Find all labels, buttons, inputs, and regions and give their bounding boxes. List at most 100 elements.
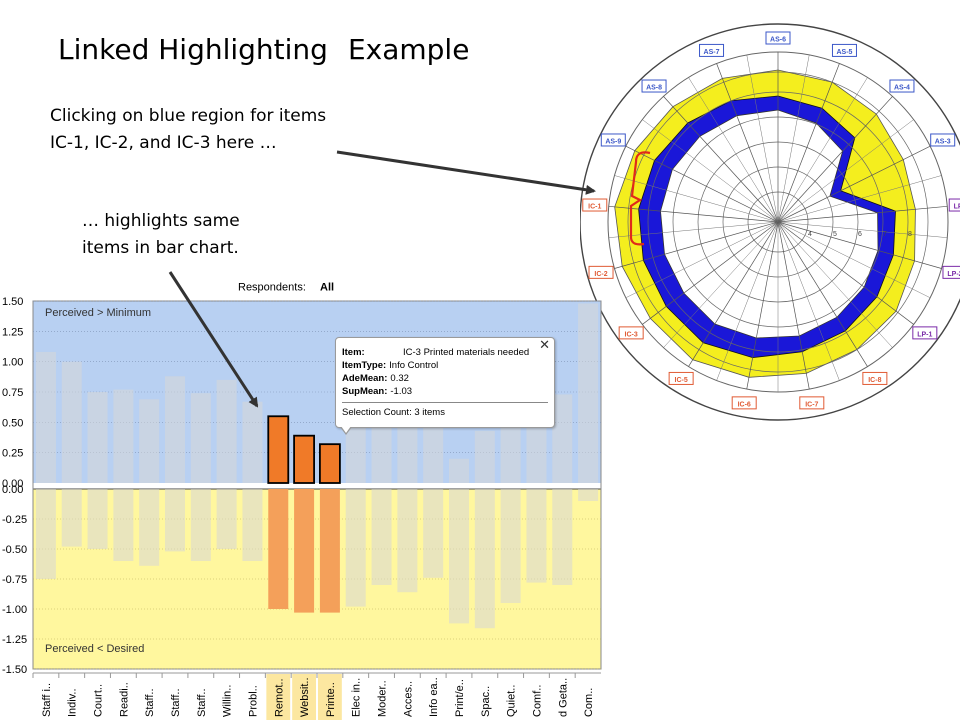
- bar-adequacy[interactable]: [449, 458, 469, 483]
- category-label[interactable]: Websit..: [299, 677, 311, 717]
- y-tick-label: -1.00: [2, 604, 27, 616]
- bar-superiority[interactable]: [87, 489, 108, 549]
- category-label[interactable]: Staff..: [196, 688, 208, 717]
- category-label[interactable]: Moder..: [377, 680, 389, 717]
- bar-adequacy[interactable]: [35, 351, 56, 483]
- bar-adequacy[interactable]: [345, 422, 366, 483]
- radar-axis-label[interactable]: IC-8: [862, 371, 888, 385]
- radar-axis-label[interactable]: AS-5: [831, 43, 857, 57]
- radar-axis-label[interactable]: AS-7: [699, 43, 725, 57]
- category-label[interactable]: Elec in..: [351, 678, 363, 717]
- bar-superiority[interactable]: [216, 489, 237, 549]
- category-label[interactable]: Acces..: [402, 681, 414, 717]
- category-label[interactable]: Print/e..: [454, 679, 466, 717]
- bar-superiority[interactable]: [449, 489, 469, 624]
- respondents-value[interactable]: All: [320, 282, 334, 294]
- bar-superiority[interactable]: [345, 489, 366, 607]
- radar-axis-label[interactable]: AS-3: [930, 133, 956, 147]
- bar-adequacy[interactable]: [216, 379, 237, 483]
- bar-adequacy[interactable]: [139, 399, 160, 483]
- category-label[interactable]: Printe..: [325, 682, 337, 717]
- bar-superiority[interactable]: [500, 489, 521, 603]
- bar-superiority[interactable]: [61, 489, 82, 547]
- bar-chart[interactable]: 1.50 1.25 1.00 0.75 0.50 0.25 0.000.00 -0.25 -0.…: [0, 276, 604, 720]
- bar-highlighted-adequacy[interactable]: [319, 443, 341, 484]
- category-label[interactable]: Staff..: [144, 688, 156, 717]
- category-label[interactable]: d Geta..: [557, 678, 569, 717]
- radar-axis-label[interactable]: AS-8: [641, 79, 667, 93]
- bar-adequacy[interactable]: [552, 394, 573, 483]
- bar-adequacy[interactable]: [578, 303, 599, 483]
- category-label[interactable]: Quiet..: [506, 685, 518, 717]
- radar-axis-label[interactable]: IC-6: [731, 396, 757, 410]
- bar-superiority[interactable]: [371, 489, 392, 585]
- radar-axis-label[interactable]: IC-5: [668, 371, 694, 385]
- bar-superiority[interactable]: [526, 489, 547, 583]
- bar-superiority[interactable]: [397, 489, 418, 593]
- category-label[interactable]: Probl..: [247, 685, 259, 717]
- bar-superiority[interactable]: [165, 489, 185, 552]
- radar-axis-label[interactable]: AS-6: [765, 31, 791, 45]
- close-icon[interactable]: ✕: [539, 337, 550, 352]
- radar-axis-label[interactable]: LP-3: [948, 198, 960, 212]
- bar-adequacy[interactable]: [87, 392, 108, 483]
- bar-superiority[interactable]: [242, 489, 263, 561]
- bar-superiority[interactable]: [474, 489, 495, 629]
- bar-highlighted-superiority[interactable]: [319, 489, 340, 613]
- category-label[interactable]: Com..: [583, 688, 595, 717]
- category-label[interactable]: Info ea..: [428, 677, 440, 717]
- radar-axis-label[interactable]: AS-9: [600, 133, 626, 147]
- category-label[interactable]: Willin..: [222, 685, 234, 717]
- bar-adequacy[interactable]: [474, 430, 495, 483]
- bar-highlighted-adequacy[interactable]: [293, 434, 315, 484]
- radar-axis-label[interactable]: IC-2: [588, 265, 614, 279]
- bar-highlighted-adequacy[interactable]: [267, 415, 290, 484]
- bar-adequacy[interactable]: [423, 422, 444, 483]
- category-label[interactable]: Remot..: [273, 678, 285, 717]
- category-label[interactable]: Spac..: [480, 686, 492, 717]
- radar-axis-label[interactable]: IC-3: [618, 326, 644, 340]
- arrow-to-radar: [336, 150, 596, 195]
- bar-adequacy[interactable]: [61, 361, 82, 483]
- radar-axis-label[interactable]: AS-4: [889, 79, 915, 93]
- radar-ring-label: 5: [833, 231, 837, 238]
- y-tick-label: -0.25: [2, 514, 27, 526]
- bar-superiority[interactable]: [578, 489, 599, 501]
- radar-grid: 4 5 6 7 8: [608, 52, 948, 392]
- radar-chart[interactable]: 4 5 6 7 8 AS-6 AS-5 AS-4 AS-3 LP-3 LP-2 LP-1 IC-8 IC…: [580, 0, 960, 440]
- radar-axis-label[interactable]: LP-1: [912, 326, 938, 340]
- bar-adequacy[interactable]: [500, 422, 521, 483]
- category-label[interactable]: Staff..: [170, 688, 182, 717]
- category-label[interactable]: Readi..: [118, 682, 130, 717]
- top-region-label: Perceived > Minimum: [45, 307, 151, 319]
- bar-chart-bars: [35, 303, 599, 629]
- svg-text:IC-3: IC-3: [625, 331, 638, 338]
- radar-axis-label[interactable]: LP-2: [942, 265, 960, 279]
- category-label[interactable]: Indiv..: [67, 688, 79, 717]
- callout-1-line2: IC-1, IC-2, and IC-3 here …: [50, 133, 277, 153]
- bar-superiority[interactable]: [423, 489, 444, 578]
- bar-superiority[interactable]: [113, 489, 134, 561]
- bar-adequacy[interactable]: [397, 422, 418, 483]
- bar-highlighted-superiority[interactable]: [268, 489, 289, 609]
- radar-axis-label[interactable]: IC-1: [582, 198, 608, 212]
- bar-superiority[interactable]: [552, 489, 573, 585]
- bar-adequacy[interactable]: [242, 401, 263, 483]
- bar-superiority[interactable]: [35, 489, 56, 579]
- slide-title-part2: Example: [347, 33, 470, 66]
- bar-superiority[interactable]: [139, 489, 160, 566]
- y-tick-label: -0.75: [2, 574, 27, 586]
- radar-axis-label[interactable]: IC-7: [799, 396, 825, 410]
- category-label[interactable]: Comf..: [531, 685, 543, 717]
- category-label[interactable]: Court..: [93, 684, 105, 717]
- bar-adequacy[interactable]: [371, 422, 392, 483]
- bar-adequacy[interactable]: [190, 393, 211, 483]
- bar-adequacy[interactable]: [165, 376, 185, 483]
- svg-text:IC-5: IC-5: [675, 377, 688, 384]
- bar-adequacy[interactable]: [113, 389, 134, 483]
- bar-highlighted-superiority[interactable]: [294, 489, 315, 613]
- svg-text:IC-7: IC-7: [805, 401, 818, 408]
- bar-adequacy[interactable]: [526, 422, 547, 483]
- bar-superiority[interactable]: [190, 489, 211, 561]
- category-label[interactable]: Staff i..: [41, 683, 53, 717]
